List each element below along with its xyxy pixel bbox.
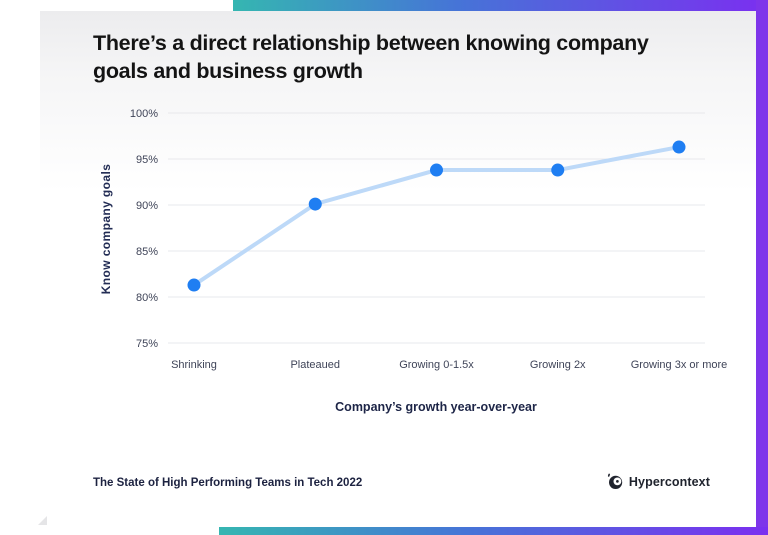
data-point-4 [672,140,686,154]
source-citation: The State of High Performing Teams in Te… [93,477,363,489]
y-tick-label-95: 95% [136,154,158,166]
brand-name: Hypercontext [628,474,710,489]
data-point-3 [551,163,565,177]
bottom-accent-bar [219,527,768,535]
cursor-artifact [38,516,47,525]
x-tick-label-1: Plateaued [290,359,340,371]
y-tick-label-100: 100% [130,108,158,120]
x-axis-title: Company’s growth year-over-year [335,400,537,414]
y-tick-label-80: 80% [136,292,158,304]
x-tick-label-4: Growing 3x or more [631,359,728,371]
top-accent-bar [233,0,768,11]
line-chart-svg: 100% 95% 90% 85% 80% 75% Shrinking Plateaued Gro… [130,108,728,371]
data-point-2 [430,163,443,177]
chart-title: There’s a direct relationship between kn… [93,31,649,83]
hypercontext-logo-icon [607,473,623,489]
x-tick-label-0: Shrinking [171,359,217,371]
brand-lockup: Hypercontext [607,473,710,490]
x-tick-label-3: Growing 2x [530,359,586,371]
y-tick-label-85: 85% [136,246,158,258]
data-point-0 [187,278,201,292]
y-tick-label-75: 75% [136,338,158,350]
y-tick-label-90: 90% [136,200,158,212]
x-tick-label-2: Growing 0-1.5x [399,359,474,371]
chart-card [40,11,756,527]
right-accent-band [756,0,768,535]
data-point-1 [308,197,322,211]
